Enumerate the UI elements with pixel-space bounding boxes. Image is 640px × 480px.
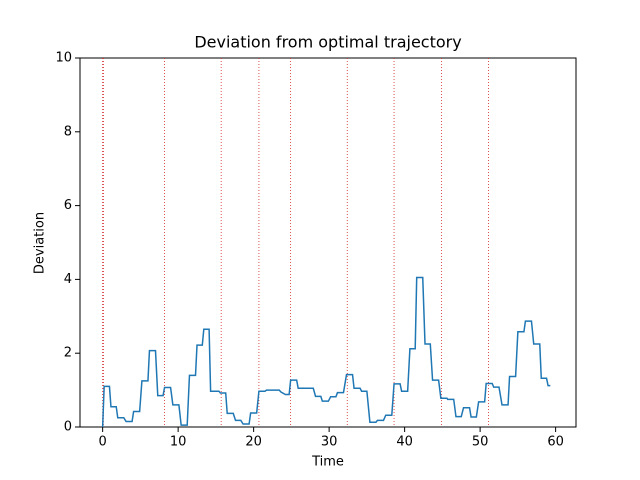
plot-frame xyxy=(79,57,577,428)
x-tick-label: 30 xyxy=(321,435,338,450)
x-tick-label: 0 xyxy=(99,435,107,450)
x-tick-label: 60 xyxy=(547,435,564,450)
y-tick-label: 0 xyxy=(64,420,72,435)
y-tick-label: 10 xyxy=(55,51,72,66)
x-tick-label: 40 xyxy=(396,435,413,450)
x-axis-label: Time xyxy=(311,455,344,470)
chart-title: Deviation from optimal trajectory xyxy=(194,33,461,52)
x-tick-label: 20 xyxy=(245,435,262,450)
y-tick-label: 8 xyxy=(64,124,72,139)
y-tick-label: 6 xyxy=(64,198,72,213)
y-tick-label: 4 xyxy=(64,272,72,287)
y-tick-label: 2 xyxy=(64,346,72,361)
x-tick-label: 50 xyxy=(472,435,489,450)
x-tick-label: 10 xyxy=(170,435,187,450)
y-axis-label: Deviation xyxy=(33,212,48,274)
series-line xyxy=(101,276,551,428)
